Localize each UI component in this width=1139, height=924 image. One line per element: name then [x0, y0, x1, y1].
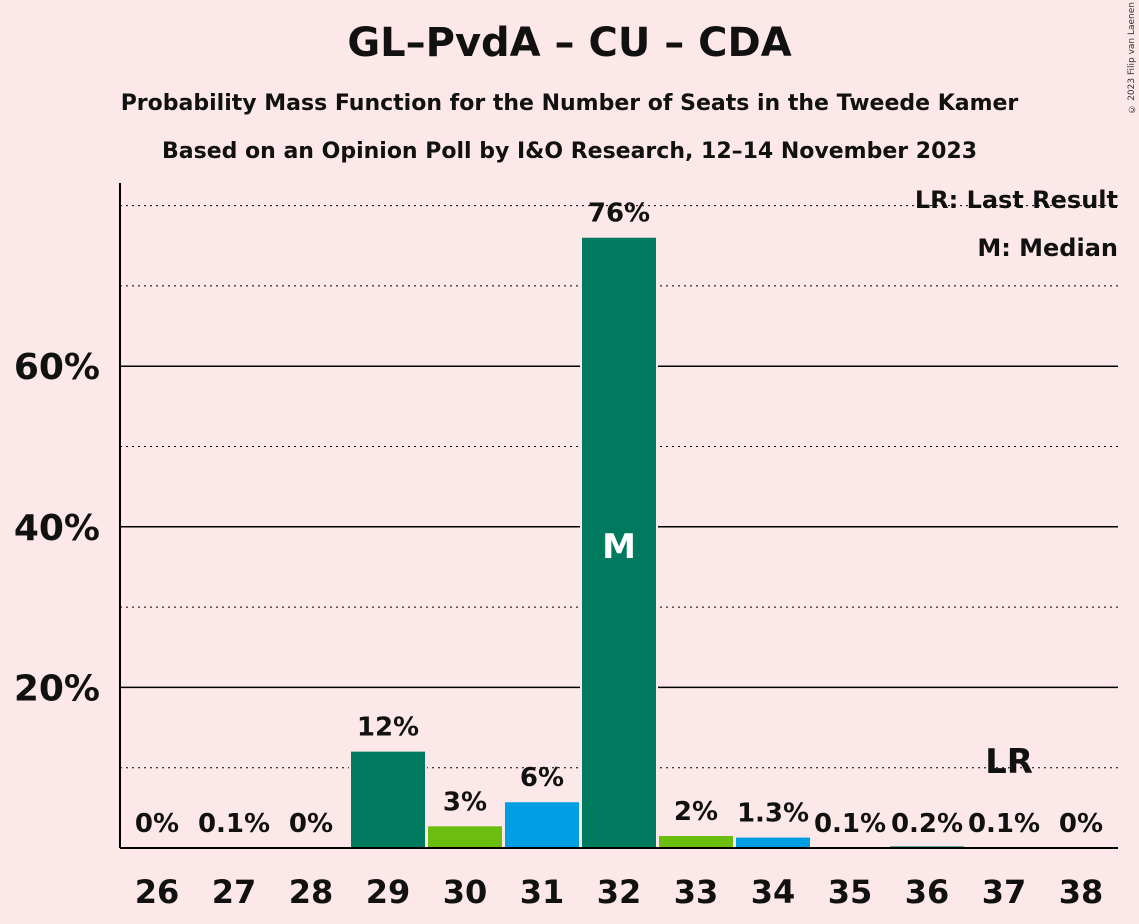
value-label: 2% — [674, 797, 718, 827]
bar-33 — [659, 835, 733, 848]
bar-30 — [428, 826, 502, 848]
x-tick-label: 36 — [905, 873, 950, 911]
x-tick-label: 27 — [212, 873, 257, 911]
median-marker: M — [602, 527, 636, 567]
x-tick-label: 35 — [828, 873, 873, 911]
value-label: 1.3% — [737, 799, 809, 829]
value-label: 0.1% — [814, 809, 886, 839]
chart-title: GL–PvdA – CU – CDA — [347, 20, 792, 66]
value-label: 0% — [135, 809, 179, 839]
x-tick-label: 32 — [597, 873, 642, 911]
bar-29 — [351, 751, 425, 848]
bar-gap — [965, 845, 1043, 848]
x-tick-label: 37 — [982, 873, 1027, 911]
legend-last-result: LR: Last Result — [914, 186, 1118, 214]
y-tick-label: 20% — [14, 668, 100, 709]
bar-gap — [195, 845, 273, 848]
x-tick-label: 28 — [289, 873, 334, 911]
x-tick-label: 34 — [751, 873, 796, 911]
bar-gap — [888, 844, 966, 848]
value-label: 6% — [520, 763, 564, 793]
bar-32 — [582, 237, 656, 849]
x-tick-label: 31 — [520, 873, 565, 911]
x-tick-label: 29 — [366, 873, 411, 911]
value-label: 12% — [357, 713, 419, 743]
value-label: 0.2% — [891, 809, 963, 839]
chart-subtitle-source: Based on an Opinion Poll by I&O Research… — [161, 139, 978, 164]
x-tick-label: 26 — [135, 873, 180, 911]
value-label: 0.1% — [968, 809, 1040, 839]
value-label: 3% — [443, 787, 487, 817]
bar-34 — [736, 837, 810, 848]
value-label: 0.1% — [198, 809, 270, 839]
last-result-marker: LR — [985, 742, 1033, 782]
x-tick-label: 33 — [674, 873, 719, 911]
bar-31 — [505, 802, 579, 848]
value-label: 76% — [588, 199, 650, 229]
y-tick-label: 40% — [14, 508, 100, 549]
x-tick-label: 38 — [1059, 873, 1104, 911]
legend-median: M: Median — [977, 234, 1118, 262]
x-tick-label: 30 — [443, 873, 488, 911]
chart-subtitle: Probability Mass Function for the Number… — [120, 91, 1019, 116]
y-tick-label: 60% — [14, 347, 100, 388]
bar-gap — [811, 845, 889, 848]
value-label: 0% — [1059, 809, 1103, 839]
value-label: 0% — [289, 809, 333, 839]
